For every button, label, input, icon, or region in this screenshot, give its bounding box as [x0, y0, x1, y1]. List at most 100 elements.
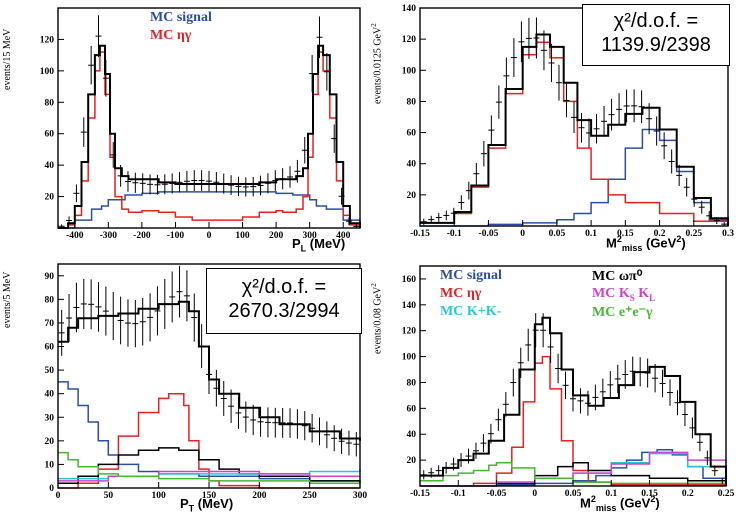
x-tick-label: -0.1 [451, 489, 466, 499]
y-tick-label: 60 [45, 343, 55, 353]
y-tick-label: 30 [45, 413, 55, 423]
legend-mc-signal: MC signal [440, 268, 502, 283]
x-tick-label: 0.25 [718, 489, 735, 499]
x-tick-label: -0.05 [487, 489, 507, 499]
y-tick-label: 60 [45, 130, 55, 140]
chi2-box: χ²/d.o.f. = 2670.3/2994 [206, 268, 362, 334]
y-tick-label: 20 [407, 191, 417, 201]
y-tick-label: 0 [49, 484, 54, 494]
x-tick-label: 150 [202, 491, 217, 501]
plot-frame [419, 7, 729, 227]
x-tick-label: -300 [100, 231, 118, 241]
series-line-1 [58, 392, 360, 489]
chart-m2miss-bottom: -0.15 -0.1 -0.05 0 0.05 0.1 0.15 0.2 0.25 20 40 60 8… [402, 265, 735, 499]
chart-m2miss-top: -0.15 -0.1 -0.05 0 0.05 0.1 0.15 0.2 0.25 0.3 20 40… [402, 4, 734, 239]
x-tick-label: 0 [56, 491, 61, 501]
y-tick-label: 80 [45, 295, 55, 305]
y-tick-label: 80 [45, 98, 55, 108]
x-tick-label: 100 [152, 491, 167, 501]
y-tick-label: 100 [402, 353, 417, 363]
y-tick-label: 40 [407, 160, 417, 170]
chi2-box: χ²/d.o.f. = 1139.9/2398 [582, 4, 730, 66]
x-axis-label: PT (MeV) [180, 496, 234, 514]
x-tick-label: -400 [66, 231, 84, 241]
y-axis-label: events/15 MeV [2, 28, 13, 90]
y-axis-label: events/0.0125 GeV2 [370, 23, 384, 104]
chi2-line1: χ²/d.o.f. = [613, 10, 699, 32]
y-tick-label: 20 [45, 193, 55, 203]
panel-top-left: -400 -300 -200 -100 0 100 200 300 400 20 40 60 80 100… [0, 0, 368, 258]
x-tick-label: 50 [104, 491, 114, 501]
x-tick-label: 0 [520, 229, 525, 239]
y-tick-label: 40 [45, 161, 55, 171]
x-tick-label: 300 [353, 491, 368, 501]
x-axis-label: M2miss (GeV2) [580, 494, 660, 513]
y-axis-label: events/5 MeV [2, 271, 13, 328]
x-tick-label: 0.2 [654, 229, 666, 239]
series-line-1 [58, 51, 361, 229]
x-tick-label: 300 [303, 231, 318, 241]
y-tick-label: 90 [45, 272, 55, 282]
x-tick-label: -0.1 [447, 229, 462, 239]
series-line-0 [58, 381, 360, 482]
x-tick-label: 0.3 [722, 229, 734, 239]
series-line-1 [420, 41, 729, 226]
x-tick-label: 0.05 [549, 229, 566, 239]
y-tick-label: 20 [45, 437, 55, 447]
panel-bottom-right: -0.15 -0.1 -0.05 0 0.05 0.1 0.15 0.2 0.25 20 40 60 8… [368, 258, 736, 515]
x-tick-label: 400 [336, 231, 351, 241]
chi2-line2: 2670.3/2994 [228, 300, 340, 322]
x-tick-label: 100 [235, 231, 250, 241]
y-tick-label: 100 [40, 67, 55, 77]
legend-mc-signal: MC signal [150, 10, 212, 25]
series-line-4 [420, 451, 727, 487]
series-line-2 [58, 44, 361, 229]
x-tick-label: 0.1 [605, 489, 617, 499]
plot-frame [57, 7, 361, 229]
legend-mc-omegapi0: MC ωπ⁰ [592, 269, 643, 284]
legend-mc-etagamma: MC ηγ [150, 28, 192, 43]
x-tick-label: 0 [532, 489, 537, 499]
x-tick-label: -200 [133, 231, 151, 241]
y-tick-label: 140 [402, 301, 417, 311]
x-tick-label: 0.25 [685, 229, 702, 239]
y-tick-label: 120 [402, 35, 417, 45]
series-line-6 [420, 316, 727, 486]
series-line-0 [58, 191, 361, 229]
y-tick-label: 10 [45, 460, 55, 470]
x-tick-label: 0.15 [617, 229, 634, 239]
series-line-5 [58, 451, 360, 485]
legend-mc-eegamma: MC e⁺e⁻γ [592, 305, 653, 320]
x-tick-label: -0.15 [410, 229, 430, 239]
y-tick-label: 20 [407, 456, 417, 466]
x-tick-label: -100 [167, 231, 185, 241]
x-tick-label: -0.15 [410, 489, 430, 499]
legend-mc-etagamma: MC ηγ [440, 286, 482, 301]
x-tick-label: -0.05 [479, 229, 499, 239]
x-tick-label: 0 [207, 231, 212, 241]
y-tick-label: 80 [407, 378, 417, 388]
panel-top-right: -0.15 -0.1 -0.05 0 0.05 0.1 0.15 0.2 0.25 0.3 20 40… [368, 0, 736, 258]
panel-bottom-left: 0 50 100 150 200 250 300 0 10 20 30 40 50 60 70 80 90 ev… [0, 258, 368, 515]
y-tick-label: 40 [45, 390, 55, 400]
series-line-4 [58, 470, 360, 482]
legend-mc-kskl: MC KS KL [592, 286, 656, 303]
y-tick-label: 100 [402, 66, 417, 76]
legend-mc-kk: MC K+K- [440, 304, 502, 319]
y-tick-label: 60 [407, 404, 417, 414]
y-tick-label: 60 [407, 129, 417, 139]
chi2-line2: 1139.9/2398 [601, 34, 711, 56]
series-line-2 [58, 447, 361, 485]
y-tick-label: 140 [402, 4, 417, 14]
x-tick-label: 250 [303, 491, 318, 501]
x-axis-label: M2miss (GeV2) [606, 234, 686, 253]
x-tick-label: 0.2 [682, 489, 694, 499]
x-tick-label: 200 [269, 231, 284, 241]
x-tick-label: 0.05 [565, 489, 582, 499]
x-tick-label: 0.15 [641, 489, 658, 499]
y-tick-label: 70 [45, 319, 55, 329]
y-tick-label: 50 [45, 366, 55, 376]
chart-pt: 0 50 100 150 200 250 300 0 10 20 30 40 50 60 70 80 90 [45, 263, 368, 501]
y-tick-label: 160 [402, 275, 417, 285]
chart-pl: -400 -300 -200 -100 0 100 200 300 400 20 40 60 80 100… [40, 7, 361, 241]
